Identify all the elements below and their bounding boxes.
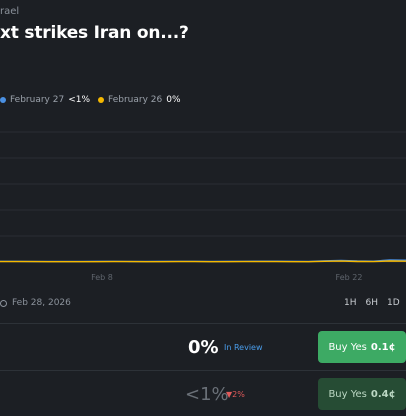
- divider: [0, 370, 406, 371]
- outcome-percent: <1%: [185, 384, 229, 405]
- outcome-row[interactable]: <1% ▼2% Buy Yes 0.4¢: [0, 372, 406, 416]
- legend-dot-yellow: [98, 97, 105, 103]
- outcome-percent: 0%: [188, 337, 219, 358]
- buy-price: 0.4¢: [370, 388, 396, 400]
- series-line: [0, 260, 406, 263]
- chart-gridlines: [0, 131, 406, 263]
- chart-legend: February 27 <1% February 26 0%: [0, 95, 189, 105]
- range-1h[interactable]: 1H: [344, 298, 357, 308]
- range-1d[interactable]: 1D: [387, 298, 400, 308]
- price-chart[interactable]: Feb 8 Feb 22: [0, 112, 406, 287]
- buy-yes-button[interactable]: Buy Yes 0.4¢: [318, 378, 406, 410]
- x-tick-label: Feb 22: [336, 273, 363, 282]
- clock-icon: [0, 299, 7, 307]
- x-tick-label: Feb 8: [91, 273, 113, 282]
- divider: [0, 323, 406, 324]
- buy-label: Buy Yes: [328, 388, 367, 400]
- time-range-selector: 1H 6H 1D 1: [344, 298, 406, 308]
- outcome-row[interactable]: 0% In Review Buy Yes 0.1¢: [0, 325, 406, 369]
- legend-label: February 26: [108, 95, 163, 105]
- change-badge: ▼2%: [226, 390, 245, 399]
- buy-yes-button[interactable]: Buy Yes 0.1¢: [318, 331, 406, 363]
- date-label: Feb 28, 2026: [12, 298, 71, 308]
- breadcrumb[interactable]: rael: [0, 6, 20, 17]
- status-badge: In Review: [224, 343, 263, 352]
- page-title: xt strikes Iran on...?: [0, 23, 189, 43]
- chart-lines: [0, 259, 406, 263]
- legend-value: <1%: [68, 95, 91, 105]
- buy-label: Buy Yes: [328, 341, 367, 353]
- legend-label: February 27: [10, 95, 65, 105]
- legend-dot-blue: [0, 97, 6, 103]
- chart-date: Feb 28, 2026: [0, 298, 71, 308]
- legend-item-feb27: February 27 <1%: [0, 95, 98, 105]
- legend-item-feb26: February 26 0%: [98, 95, 188, 105]
- legend-value: 0%: [166, 95, 181, 105]
- range-6h[interactable]: 6H: [365, 298, 379, 308]
- buy-price: 0.1¢: [370, 341, 396, 353]
